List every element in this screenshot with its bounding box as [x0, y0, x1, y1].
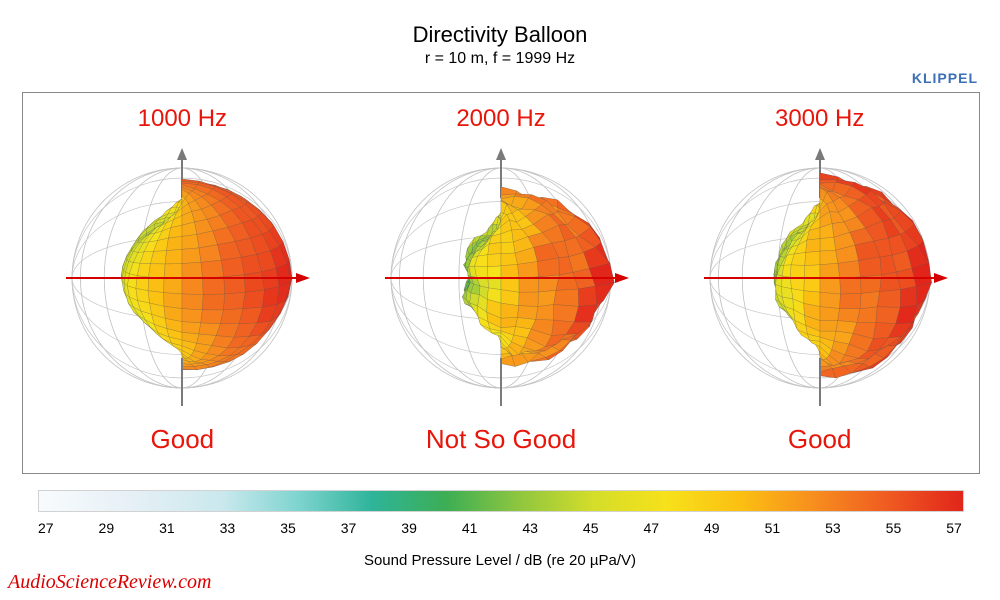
colorbar-tick: 29 — [99, 520, 115, 536]
rating-2: Good — [660, 424, 979, 455]
colorbar-tick: 47 — [643, 520, 659, 536]
brand-label: KLIPPEL — [912, 70, 978, 86]
rating-0: Good — [23, 424, 342, 455]
colorbar-tick: 27 — [38, 520, 54, 536]
page-root: Directivity Balloon r = 10 m, f = 1999 H… — [0, 0, 1000, 600]
colorbar-tick: 43 — [522, 520, 538, 536]
panels-row: 1000 Hz Good 2000 Hz Not So Good 3000 Hz… — [23, 93, 979, 473]
colorbar-label: Sound Pressure Level / dB (re 20 µPa/V) — [0, 552, 1000, 569]
colorbar-tick: 49 — [704, 520, 720, 536]
balloon-svg-0 — [32, 148, 332, 408]
colorbar-tick: 39 — [401, 520, 417, 536]
colorbar-tick: 31 — [159, 520, 175, 536]
colorbar — [38, 490, 964, 512]
colorbar-ticks: 27 29 31 33 35 37 39 41 43 45 47 49 51 53 55 57 — [38, 520, 962, 536]
colorbar-tick: 41 — [462, 520, 478, 536]
colorbar-tick: 35 — [280, 520, 296, 536]
balloon-svg-2 — [670, 148, 970, 408]
freq-label-0: 1000 Hz — [23, 105, 342, 133]
colorbar-tick: 51 — [765, 520, 781, 536]
colorbar-tick: 45 — [583, 520, 599, 536]
colorbar-tick: 37 — [341, 520, 357, 536]
colorbar-tick: 33 — [220, 520, 236, 536]
rating-1: Not So Good — [342, 424, 661, 455]
colorbar-tick: 55 — [886, 520, 902, 536]
colorbar-tick: 53 — [825, 520, 841, 536]
panel-2: 3000 Hz Good — [660, 93, 979, 473]
watermark: AudioScienceReview.com — [8, 571, 211, 594]
panel-1: 2000 Hz Not So Good — [342, 93, 661, 473]
colorbar-container: 27 29 31 33 35 37 39 41 43 45 47 49 51 53 55 57 — [38, 490, 962, 536]
plot-frame: 1000 Hz Good 2000 Hz Not So Good 3000 Hz… — [22, 92, 980, 474]
freq-label-1: 2000 Hz — [342, 105, 661, 133]
colorbar-tick: 57 — [946, 520, 962, 536]
page-title: Directivity Balloon — [0, 22, 1000, 48]
page-subtitle: r = 10 m, f = 1999 Hz — [0, 50, 1000, 68]
panel-0: 1000 Hz Good — [23, 93, 342, 473]
freq-label-2: 3000 Hz — [660, 105, 979, 133]
balloon-svg-1 — [351, 148, 651, 408]
